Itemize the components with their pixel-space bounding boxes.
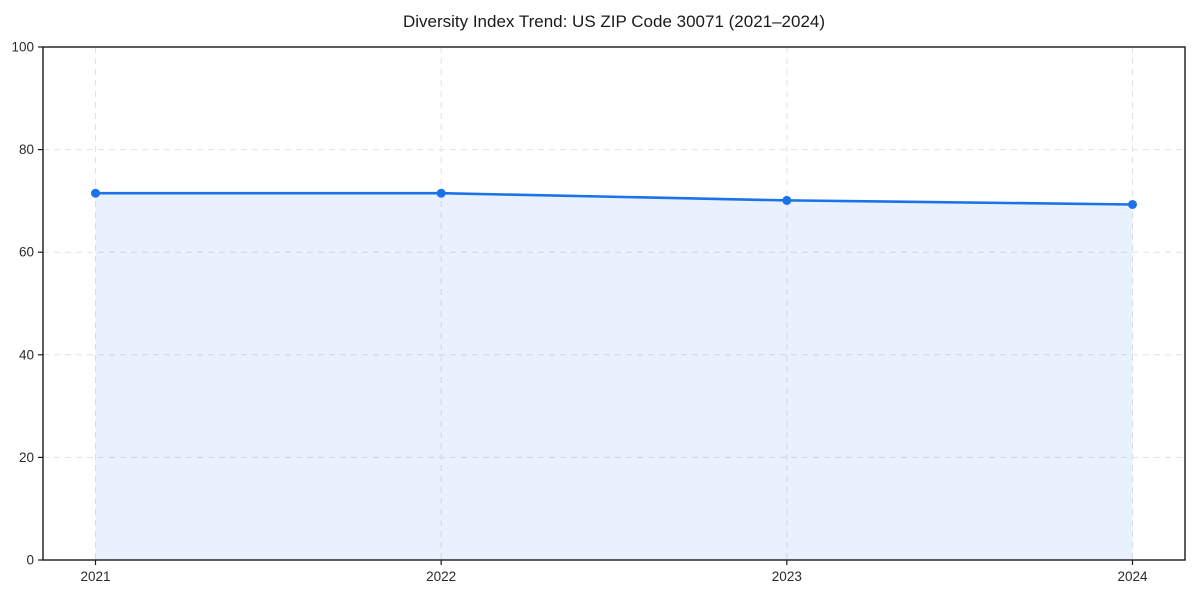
area-fill [95,193,1133,560]
x-tick-label: 2023 [772,569,802,584]
y-tick-label: 20 [19,450,34,465]
data-point-2021 [91,188,100,198]
trend-line [94,191,1134,206]
plot-border [42,46,1186,561]
data-point-2024 [1128,199,1137,209]
y-tick-label: 80 [19,142,34,157]
data-point-2022 [436,188,446,198]
y-tick-label: 60 [19,245,34,260]
tick-marks [38,46,1134,565]
tick-labels: 0 20 40 60 80 100 2021 2022 2023 2024 [11,40,1148,585]
data-point-2023 [782,195,792,205]
y-tick-label: 0 [26,553,34,568]
x-tick-label: 2024 [1117,569,1148,584]
y-tick-label: 40 [19,347,34,362]
grid-lines [43,47,1185,560]
y-tick-label: 100 [11,40,34,55]
x-tick-label: 2021 [80,569,110,584]
x-tick-label: 2022 [426,569,456,584]
data-points [91,188,1137,209]
chart-title: Diversity Index Trend: US ZIP Code 30071… [402,12,826,31]
